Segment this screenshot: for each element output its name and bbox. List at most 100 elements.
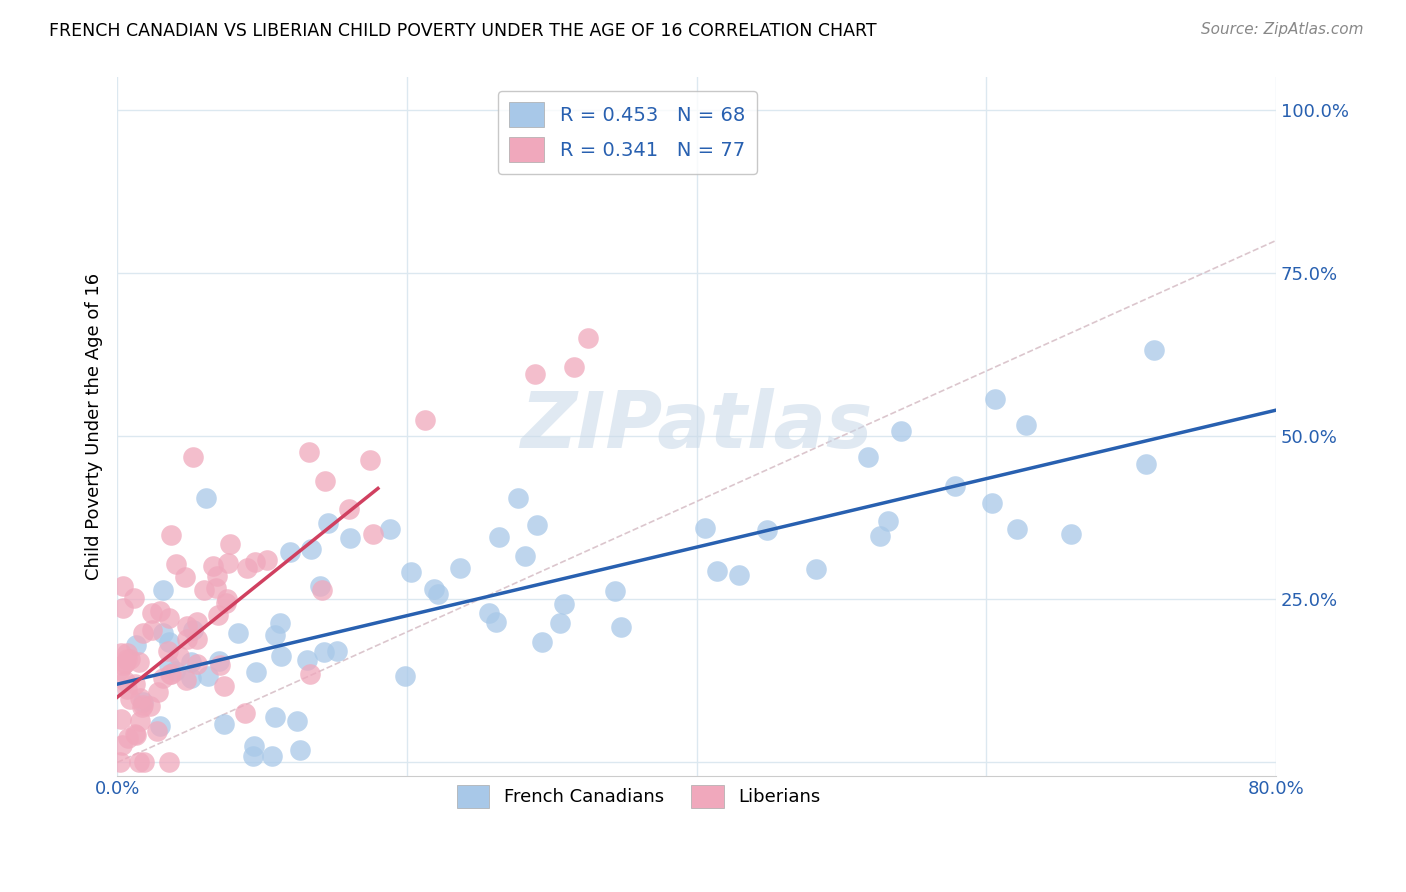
Point: [506, 491, 529, 505]
Point: [242, 748, 264, 763]
Point: [804, 562, 827, 576]
Point: [524, 367, 547, 381]
Point: [485, 615, 508, 629]
Point: [176, 619, 198, 633]
Point: [856, 450, 879, 464]
Point: [111, 738, 134, 752]
Point: [695, 521, 717, 535]
Point: [212, 716, 235, 731]
Point: [159, 667, 181, 681]
Point: [208, 654, 231, 668]
Point: [413, 413, 436, 427]
Point: [478, 606, 501, 620]
Point: [110, 663, 132, 677]
Point: [193, 583, 215, 598]
Point: [128, 691, 150, 706]
Point: [278, 544, 301, 558]
Point: [264, 628, 287, 642]
Point: [149, 719, 172, 733]
Point: [1005, 522, 1028, 536]
Point: [609, 620, 631, 634]
Point: [943, 478, 966, 492]
Point: [269, 616, 291, 631]
Point: [297, 653, 319, 667]
Point: [299, 666, 322, 681]
Point: [207, 607, 229, 622]
Point: [260, 748, 283, 763]
Point: [117, 731, 139, 745]
Point: [132, 695, 155, 709]
Point: [131, 700, 153, 714]
Point: [128, 756, 150, 770]
Point: [157, 635, 180, 649]
Point: [314, 645, 336, 659]
Point: [208, 657, 231, 672]
Point: [181, 450, 204, 465]
Point: [576, 331, 599, 345]
Point: [318, 516, 340, 530]
Point: [1015, 418, 1038, 433]
Point: [160, 528, 183, 542]
Point: [159, 667, 181, 681]
Point: [603, 583, 626, 598]
Point: [110, 646, 132, 660]
Point: [449, 561, 471, 575]
Point: [180, 671, 202, 685]
Point: [706, 564, 728, 578]
Point: [270, 648, 292, 663]
Text: Source: ZipAtlas.com: Source: ZipAtlas.com: [1201, 22, 1364, 37]
Point: [981, 496, 1004, 510]
Point: [183, 623, 205, 637]
Point: [110, 756, 132, 770]
Point: [149, 604, 172, 618]
Text: FRENCH CANADIAN VS LIBERIAN CHILD POVERTY UNDER THE AGE OF 16 CORRELATION CHART: FRENCH CANADIAN VS LIBERIAN CHILD POVERT…: [49, 22, 877, 40]
Point: [876, 514, 898, 528]
Point: [217, 556, 239, 570]
Point: [314, 474, 336, 488]
Point: [287, 714, 309, 729]
Point: [515, 549, 537, 564]
Point: [311, 582, 333, 597]
Point: [112, 579, 135, 593]
Point: [128, 714, 150, 728]
Point: [125, 728, 148, 742]
Point: [215, 597, 238, 611]
Point: [245, 665, 267, 679]
Point: [869, 529, 891, 543]
Point: [427, 587, 450, 601]
Point: [152, 625, 174, 640]
Point: [339, 531, 361, 545]
Point: [141, 606, 163, 620]
Text: ZIPatlas: ZIPatlas: [520, 389, 873, 465]
Point: [488, 530, 510, 544]
Point: [197, 669, 219, 683]
Y-axis label: Child Poverty Under the Age of 16: Child Poverty Under the Age of 16: [86, 273, 103, 580]
Point: [1060, 526, 1083, 541]
Point: [157, 658, 180, 673]
Point: [218, 537, 240, 551]
Point: [984, 392, 1007, 406]
Point: [148, 685, 170, 699]
Point: [553, 597, 575, 611]
Point: [298, 445, 321, 459]
Point: [215, 592, 238, 607]
Point: [176, 632, 198, 646]
Point: [124, 677, 146, 691]
Point: [756, 523, 779, 537]
Point: [176, 673, 198, 687]
Point: [132, 626, 155, 640]
Point: [157, 610, 180, 624]
Point: [152, 583, 174, 598]
Point: [124, 727, 146, 741]
Point: [205, 582, 228, 596]
Point: [180, 655, 202, 669]
Point: [226, 626, 249, 640]
Point: [186, 632, 208, 647]
Point: [110, 712, 132, 726]
Point: [165, 557, 187, 571]
Point: [394, 668, 416, 682]
Point: [233, 706, 256, 721]
Point: [174, 570, 197, 584]
Point: [422, 582, 444, 596]
Point: [359, 453, 381, 467]
